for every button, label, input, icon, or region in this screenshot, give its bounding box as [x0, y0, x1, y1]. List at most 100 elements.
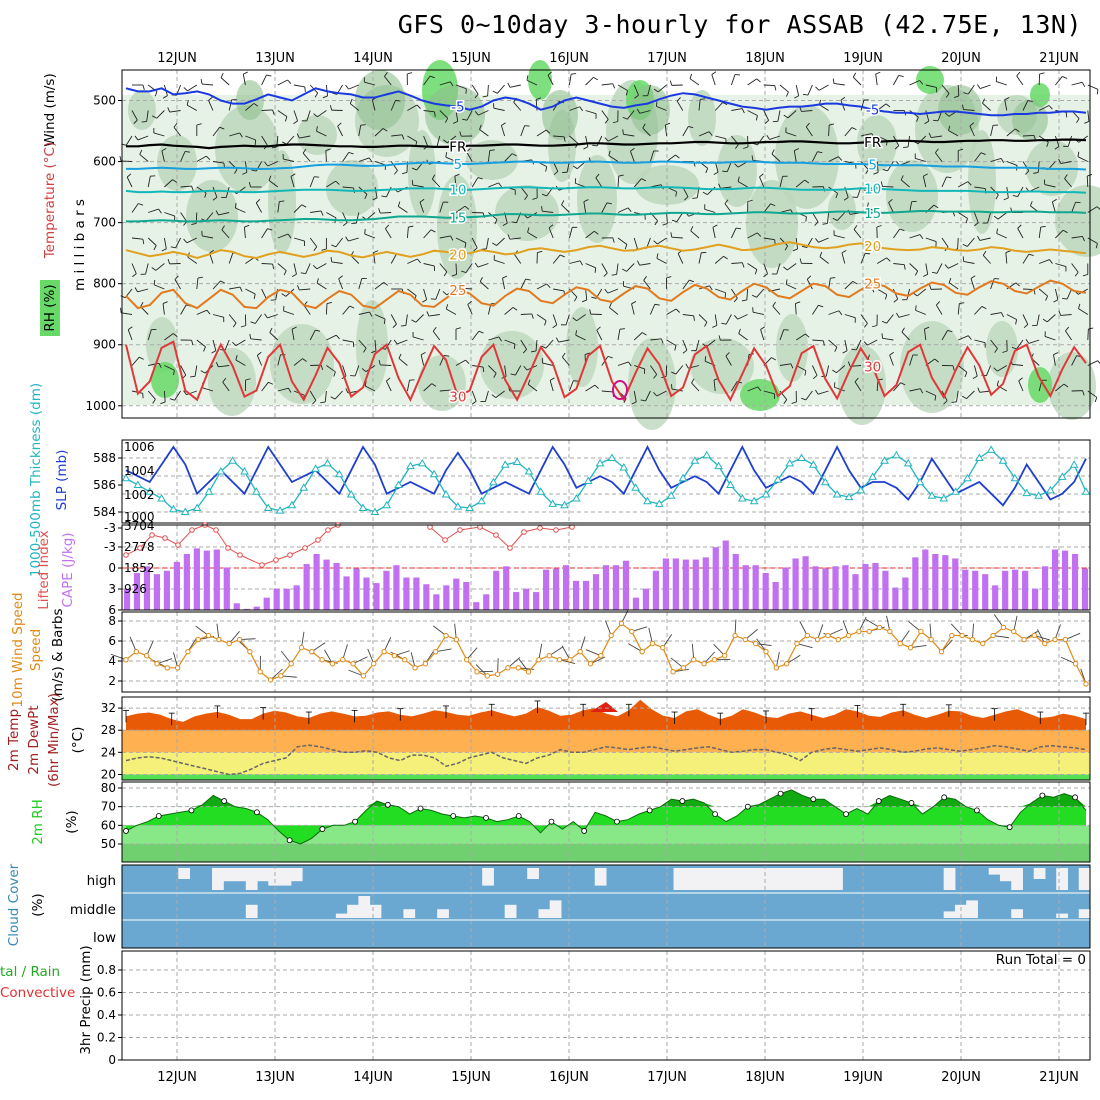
barb-38-6 — [747, 232, 758, 239]
barb-46-5 — [867, 207, 878, 213]
barb-flag-43-12 — [815, 389, 819, 395]
barb-flag-1-2 — [134, 135, 139, 141]
barb-43-9 — [828, 310, 840, 315]
barb-flag-21-10 — [478, 330, 484, 334]
barb-flag-53-10 — [994, 348, 998, 353]
wind-marker-83 — [980, 640, 986, 647]
barb-40-2 — [769, 135, 781, 140]
wind-marker-35 — [484, 673, 490, 679]
barb-31-1 — [627, 110, 635, 120]
barb-flag-38-7 — [754, 269, 758, 275]
barb-flag-52-6 — [962, 243, 968, 247]
thickness-marker-0 — [121, 473, 131, 482]
barb-47-0 — [893, 75, 900, 86]
thickness-marker-4 — [169, 504, 178, 513]
rh-marker-33 — [483, 814, 489, 821]
date-bottom-21JUN: 21JUN — [1039, 1070, 1079, 1085]
barb-flag-33-6 — [653, 240, 658, 245]
wind-marker-13 — [257, 669, 263, 675]
barb-56-9 — [1036, 314, 1040, 326]
barb-18-2 — [423, 135, 429, 147]
barb-27-6 — [568, 227, 573, 239]
barb-flag-46-1 — [885, 103, 891, 108]
barb-41-3 — [793, 150, 797, 162]
barb-flag-22-10 — [498, 336, 502, 342]
thickness-marker-58 — [809, 460, 818, 468]
barb-24-4 — [520, 186, 528, 196]
barb-27-11 — [561, 356, 570, 366]
barb-15-6 — [364, 233, 376, 239]
date-bottom-16JUN: 16JUN — [549, 1070, 589, 1085]
date-bottom-17JUN: 17JUN — [647, 1070, 687, 1085]
barb-1-3 — [139, 154, 149, 162]
cape-bar-92 — [1041, 566, 1049, 610]
barb-flag-20-11 — [465, 359, 470, 365]
barb-4-9 — [196, 309, 208, 315]
temp-band-yellow — [122, 752, 1090, 775]
barb-53-11 — [986, 365, 992, 376]
ua-ytick-600-label: 600 — [93, 155, 116, 169]
barb-flag-30-11 — [628, 361, 632, 367]
barb-20-2 — [447, 135, 457, 144]
barb-flag-15-10 — [371, 350, 377, 354]
thickness-marker-15 — [299, 483, 309, 491]
barb-43-8 — [828, 278, 831, 290]
thickness-marker-1 — [133, 480, 143, 488]
thickness-marker-70 — [951, 487, 961, 495]
isotherm-label-10-1: 10 — [864, 181, 881, 197]
thickness-marker-63 — [868, 472, 878, 480]
rh-low-blob-0 — [146, 317, 178, 373]
barb-26-6 — [548, 227, 554, 239]
wind-marker-14 — [267, 677, 274, 683]
temp-ylabel-3: (6hr Min/Max) — [46, 693, 62, 787]
barb-flag-40-3 — [771, 149, 775, 155]
barb-flag-35-2 — [708, 131, 713, 136]
barb-1-5 — [148, 208, 159, 213]
barb-flag-18-6 — [430, 229, 436, 233]
cloud-high-51 — [696, 868, 708, 890]
barb-0-11 — [131, 356, 140, 366]
thickness-marker-6 — [192, 503, 202, 511]
barb-flag-59-10 — [1088, 327, 1094, 330]
barb-flag-37-2 — [735, 144, 739, 149]
rh-marker-3 — [155, 813, 162, 819]
barb-18-1 — [423, 110, 435, 113]
barb-flag-12-8 — [316, 278, 319, 284]
barb-56-8 — [1038, 288, 1048, 297]
rh-marker-48 — [646, 807, 653, 814]
barb-15-10 — [374, 339, 377, 351]
barb-53-0 — [980, 84, 991, 90]
barb-49-6 — [925, 237, 937, 243]
barb-46-1 — [876, 103, 887, 111]
barb-flag-18-1 — [434, 111, 436, 117]
cloud-mid-20 — [347, 904, 359, 918]
rh-dark-blob-5 — [938, 85, 982, 135]
thickness-marker-65 — [891, 450, 901, 459]
lifted-ylabel: Lifted Index — [36, 530, 52, 609]
barb-36-12 — [713, 380, 716, 392]
rh-line — [125, 789, 1087, 845]
barb-12-9 — [325, 303, 328, 315]
barb-flag-1-5 — [158, 208, 162, 214]
wind-marker-88 — [1031, 632, 1038, 639]
barb-14-1 — [349, 103, 360, 111]
barb-32-9 — [649, 304, 656, 315]
barb-51-5 — [957, 212, 968, 219]
barb-flag-33-4 — [675, 191, 678, 197]
barb-flag-13-6 — [331, 244, 337, 248]
barb-flag-18-9 — [411, 319, 417, 323]
barb-flag-54-11 — [993, 367, 998, 372]
barb-19-8 — [435, 288, 441, 300]
barb-flag-15-11 — [361, 368, 367, 372]
barb-flag-50-3 — [935, 148, 939, 153]
barb-flag-37-1 — [741, 108, 745, 114]
barb-54-2 — [1006, 128, 1016, 137]
barb-57-8 — [1054, 288, 1059, 300]
barb-39-8 — [756, 288, 765, 298]
barb-flag-14-10 — [363, 347, 367, 353]
barb-6-8 — [229, 286, 241, 290]
barb-59-6 — [1087, 237, 1098, 244]
wind-marker-93 — [1083, 681, 1089, 687]
barb-30-0 — [617, 84, 628, 91]
cape-ylabel: CAPE (J/kg) — [60, 532, 76, 607]
